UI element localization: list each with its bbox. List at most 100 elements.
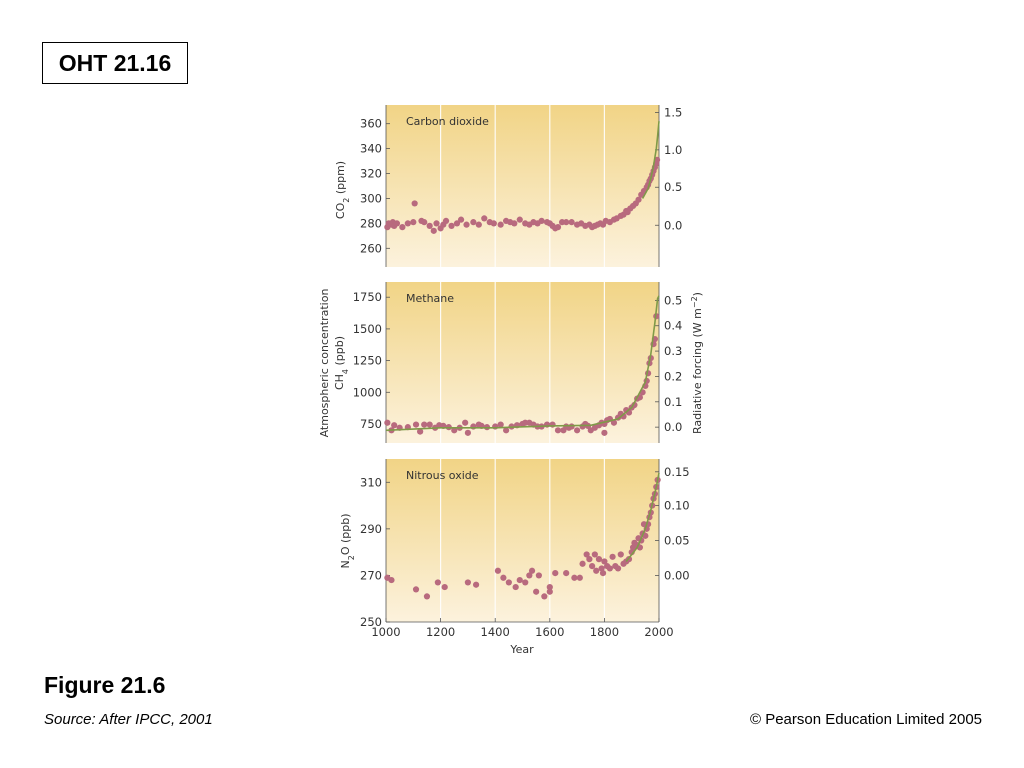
n2o-plot-area	[386, 459, 659, 622]
ch4-data-point	[610, 419, 618, 426]
ch4-y-tick-label: 1750	[353, 290, 382, 304]
ch4-data-point	[426, 421, 433, 428]
n2o-data-point	[576, 574, 583, 581]
ch4-data-point	[470, 423, 477, 430]
x-tick-label: 2000	[644, 625, 673, 639]
n2o-data-point	[505, 579, 512, 586]
ch4-plot-area	[386, 282, 659, 443]
figure-title: Figure 21.6	[44, 672, 166, 698]
co2-y2-tick-label: 1.5	[664, 105, 682, 119]
n2o-y2-tick-label: 0.05	[664, 534, 690, 548]
co2-data-point	[433, 220, 440, 227]
co2-data-point	[538, 217, 545, 224]
ch4-data-point	[462, 419, 469, 426]
ch4-y2-tick-label: 0.3	[664, 344, 682, 358]
co2-data-point	[453, 220, 461, 227]
n2o-data-point	[535, 572, 542, 579]
n2o-data-point	[601, 558, 608, 565]
n2o-y-tick-label: 290	[360, 522, 382, 536]
x-tick-label: 1000	[371, 625, 400, 639]
co2-data-point	[481, 215, 488, 222]
radiative-forcing-axis-title: Radiative forcing (W m−2)	[690, 292, 705, 434]
n2o-y-axis-title: N2O (ppb)	[339, 513, 356, 568]
n2o-data-point	[526, 572, 533, 579]
n2o-data-point	[579, 560, 586, 567]
ch4-data-point	[503, 427, 510, 434]
n2o-data-point	[500, 574, 507, 581]
ch4-y-tick-label: 1000	[353, 385, 382, 399]
n2o-data-point	[412, 586, 420, 593]
ch4-data-point	[497, 421, 504, 428]
ch4-y2-tick-label: 0.4	[664, 319, 682, 333]
n2o-data-point	[546, 588, 553, 595]
n2o-y2-tick-label: 0.00	[664, 568, 690, 582]
co2-data-point	[442, 217, 450, 224]
n2o-data-point	[472, 581, 480, 588]
ch4-data-point	[417, 428, 424, 435]
n2o-data-point	[512, 583, 519, 591]
co2-data-point	[516, 216, 523, 223]
co2-data-point	[635, 196, 642, 203]
x-tick-label: 1600	[535, 625, 564, 639]
n2o-data-point	[591, 551, 598, 558]
ch4-trend-line	[385, 295, 660, 432]
co2-data-point	[490, 220, 497, 227]
ch4-data-point	[554, 427, 562, 434]
co2-data-point	[568, 219, 575, 226]
n2o-data-point	[586, 556, 593, 563]
ch4-y-tick-label: 750	[360, 417, 382, 431]
n2o-data-point	[464, 579, 471, 586]
n2o-data-point	[541, 593, 548, 600]
ch4-y2-tick-label: 0.0	[664, 420, 682, 434]
co2-data-point	[399, 224, 406, 231]
n2o-data-point	[617, 551, 624, 558]
co2-data-point	[411, 200, 418, 207]
n2o-data-point	[388, 576, 395, 584]
n2o-y2-tick-label: 0.15	[664, 465, 690, 479]
n2o-data-point	[494, 567, 502, 574]
n2o-data-point	[522, 579, 529, 586]
co2-y2-tick-label: 1.0	[664, 143, 682, 157]
n2o-trend-line	[625, 472, 660, 562]
co2-panel: 260 280 300 320 340 360 0.0 0.5 1.0 1.5 Carbon dio…	[360, 105, 682, 267]
co2-data-point	[463, 221, 470, 228]
n2o-y2-tick-label: 0.10	[664, 499, 690, 513]
n2o-y-tick-label: 310	[360, 475, 382, 489]
co2-plot-area	[386, 105, 659, 267]
ch4-data-point	[601, 429, 608, 436]
co2-data-point	[393, 220, 401, 227]
n2o-data-point	[563, 570, 570, 577]
x-tick-label: 1200	[426, 625, 455, 639]
n2o-data-point	[533, 588, 540, 595]
co2-y-tick-label: 340	[360, 142, 382, 156]
n2o-data-point	[593, 567, 600, 574]
x-tick-label: 1400	[481, 625, 510, 639]
co2-data-point	[457, 216, 465, 223]
ch4-y2-tick-label: 0.2	[664, 369, 682, 383]
ch4-data-point	[568, 423, 575, 430]
ch4-y-tick-label: 1500	[353, 322, 382, 336]
x-tick-label: 1800	[590, 625, 619, 639]
n2o-y-tick-label: 270	[360, 568, 382, 582]
co2-trend-line	[641, 121, 660, 199]
co2-y2-tick-label: 0.5	[664, 180, 682, 194]
n2o-y-tick-label: 250	[360, 615, 382, 629]
co2-panel-title: Carbon dioxide	[406, 115, 489, 128]
ch4-y2-tick-label: 0.5	[664, 293, 682, 307]
n2o-data-point	[423, 593, 431, 600]
n2o-data-point	[552, 570, 559, 577]
n2o-data-point	[598, 565, 605, 572]
co2-y-tick-label: 320	[360, 167, 382, 181]
co2-data-point	[404, 220, 411, 227]
co2-data-point	[511, 220, 518, 227]
co2-data-point	[497, 221, 504, 228]
ch4-data-point	[549, 421, 556, 428]
co2-data-point	[554, 224, 562, 231]
ch4-data-point	[412, 421, 420, 428]
co2-data-point	[448, 222, 455, 229]
chart-panels: 260 280 300 320 340 360 0.0 0.5 1.0 1.5 Carbon dio…	[353, 105, 690, 639]
n2o-data-point	[609, 553, 616, 560]
n2o-data-point	[571, 574, 578, 581]
co2-data-point	[430, 227, 437, 234]
